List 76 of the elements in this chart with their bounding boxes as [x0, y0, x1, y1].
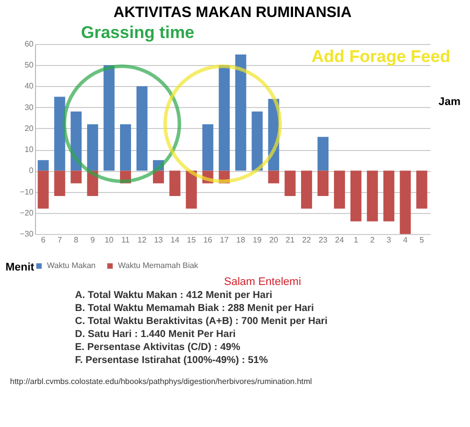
y-tick-label: 20	[24, 124, 34, 133]
text: C. Total Waktu Beraktivitas (A+B) : 700 Menit per Hari	[75, 316, 328, 327]
y-tick-label: 50	[24, 60, 34, 70]
text: D. Satu Hari : 1.440 Menit Per Hari	[75, 329, 236, 340]
bar	[383, 170, 394, 222]
x-tick-label: 16	[203, 236, 213, 244]
y-tick-label: 10	[24, 145, 34, 154]
y-tick-label: 30	[24, 102, 34, 112]
y-axis-title: Menit	[6, 262, 35, 274]
chart-title: AKTIVITAS MAKAN RUMINANSIA	[113, 4, 352, 21]
bar	[38, 170, 49, 209]
x-tick-label: 3	[386, 236, 392, 244]
x-tick-label: 7	[57, 236, 62, 244]
y-tick-label: −30	[20, 230, 34, 238]
x-tick-label: 5	[420, 236, 425, 244]
legend-label: Waktu Memamah Biak	[118, 261, 200, 270]
text: Grassing time	[81, 23, 194, 42]
x-tick-label: 23	[318, 236, 328, 244]
text: E. Persentase Aktivitas (C/D) : 49%	[75, 342, 240, 353]
x-tick-label: 24	[335, 236, 344, 244]
x-tick-label: 12	[138, 236, 147, 244]
bar	[252, 112, 263, 171]
text: Salam Entelemi	[224, 276, 302, 288]
bar	[301, 170, 312, 209]
legend-label: Waktu Makan	[47, 261, 96, 270]
x-tick-label: 18	[236, 236, 246, 244]
bar	[54, 96, 66, 171]
x-tick-label: 14	[170, 236, 180, 244]
bar	[186, 170, 197, 209]
bar	[202, 124, 214, 171]
bar	[169, 170, 180, 196]
x-tick-label: 6	[41, 236, 46, 244]
y-tick-label: 40	[24, 82, 34, 91]
bar	[400, 170, 411, 234]
text: http://arbl.cvmbs.colostate.edu/hbooks/pathphys/digestion/herbivores/rumination.html	[10, 377, 312, 386]
bar	[136, 86, 148, 171]
bar	[318, 136, 329, 171]
bar	[152, 170, 164, 184]
x-tick-label: 11	[121, 236, 130, 244]
x-tick-label: 19	[252, 236, 262, 244]
text: F. Persentase Istirahat (100%-49%) : 51%	[75, 355, 268, 366]
x-tick-label: 2	[370, 236, 376, 244]
bar	[268, 170, 280, 184]
x-tick-label: 4	[403, 236, 408, 244]
bar	[318, 170, 329, 196]
x-tick-label: 8	[74, 236, 79, 244]
y-tick-label: −20	[20, 208, 34, 218]
y-tick-label: 0	[29, 166, 34, 176]
x-tick-label: 20	[269, 236, 279, 244]
x-tick-label: 21	[286, 236, 296, 244]
x-tick-label: 10	[104, 236, 114, 244]
x-tick-label: 17	[220, 236, 230, 244]
x-tick-label: 15	[186, 236, 196, 244]
bar	[54, 170, 66, 196]
bar	[120, 124, 132, 171]
x-tick-label: 9	[90, 236, 96, 244]
y-tick-label: −10	[20, 187, 34, 196]
x-axis-title: Jam	[438, 96, 461, 108]
text: A. Total Waktu Makan : 412 Menit per Hari	[75, 290, 272, 301]
x-tick-label: 22	[302, 236, 312, 244]
bar	[38, 160, 49, 171]
bar	[416, 170, 428, 209]
bar	[87, 124, 98, 171]
bar	[334, 170, 345, 209]
bar	[218, 65, 230, 171]
bar	[284, 170, 296, 196]
bar	[350, 170, 362, 222]
bar	[70, 170, 82, 184]
text: B. Total Waktu Memamah Biak : 288 Menit per Hari	[75, 303, 314, 314]
bar	[235, 54, 246, 171]
bar	[104, 65, 115, 171]
x-tick-label: 1	[354, 236, 359, 244]
y-tick-label: 60	[24, 40, 34, 48]
annotation: Add Forage Feed	[312, 47, 450, 66]
x-tick-label: 13	[154, 236, 164, 244]
bar	[366, 170, 378, 222]
